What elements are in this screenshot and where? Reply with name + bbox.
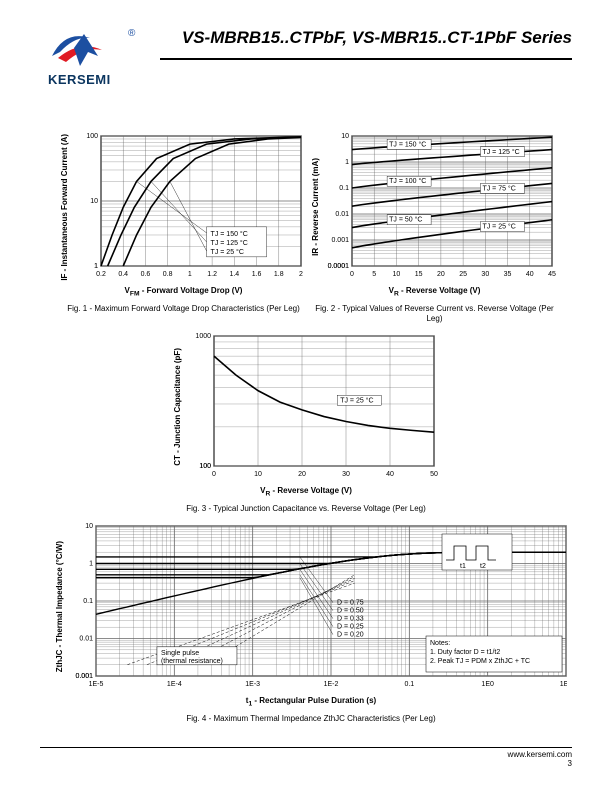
svg-text:20: 20 [437,271,445,278]
svg-text:10: 10 [85,523,93,530]
svg-text:0: 0 [350,271,354,278]
svg-text:1E-4: 1E-4 [167,681,182,688]
svg-text:1.4: 1.4 [229,271,239,278]
title-rule [160,58,572,60]
svg-text:1: 1 [345,159,349,166]
svg-text:45: 45 [548,271,556,278]
svg-text:35: 35 [504,271,512,278]
svg-text:TJ = 75 °C: TJ = 75 °C [482,184,515,192]
svg-text:1. Duty factor D = t1/t2: 1. Duty factor D = t1/t2 [430,649,500,656]
footer-page: 3 [568,759,572,768]
svg-text:TJ = 25 °C: TJ = 25 °C [211,248,244,256]
page-title: VS-MBRB15..CTPbF, VS-MBR15..CT-1PbF Seri… [150,28,572,48]
svg-text:D = 0.75: D = 0.75 [337,600,364,607]
svg-text:1E1: 1E1 [560,681,567,688]
svg-text:50: 50 [430,471,438,478]
svg-text:0.001: 0.001 [331,237,349,244]
svg-text:0: 0 [212,471,216,478]
svg-text:(thermal resistance): (thermal resistance) [161,658,223,665]
svg-text:1: 1 [188,271,192,278]
fig2-block: IR - Reverse Current (mA) 0 5 10 15 20 25 30 35… [307,130,562,324]
fig3-block: CT - Junction Capacitance (pF) 0 10 20 30 40… [173,330,440,514]
svg-text:1000: 1000 [195,333,211,340]
svg-text:40: 40 [386,471,394,478]
svg-text:1E-3: 1E-3 [245,681,260,688]
svg-text:100: 100 [199,463,211,470]
svg-text:40: 40 [526,271,534,278]
fig3-chart: 010203040501001000100TJ = 25 °C [186,330,440,484]
svg-text:TJ = 25 °C: TJ = 25 °C [482,223,515,231]
svg-text:0.1: 0.1 [404,681,414,688]
svg-text:0.8: 0.8 [163,271,173,278]
svg-text:0.1: 0.1 [339,185,349,192]
svg-text:TJ = 150 °C: TJ = 150 °C [389,140,426,148]
svg-text:1E-5: 1E-5 [89,681,104,688]
svg-text:0.01: 0.01 [79,636,93,643]
svg-text:5: 5 [372,271,376,278]
svg-text:1.2: 1.2 [207,271,217,278]
fig3-ylabel: CT - Junction Capacitance (pF) [173,348,182,466]
fig4-block: ZthJC - Thermal Impedance (°C/W) 1E-51E-… [55,520,567,724]
svg-text:25: 25 [459,271,467,278]
svg-text:2: 2 [299,271,303,278]
fig2-caption: Fig. 2 - Typical Values of Reverse Curre… [307,304,562,324]
svg-text:0.001: 0.001 [75,673,93,680]
brand-logo: ® KERSEMI [40,28,150,87]
svg-text:t1: t1 [460,563,466,570]
svg-text:0.4: 0.4 [118,271,128,278]
fig2-xlabel: VR - Reverse Voltage (V) [389,286,481,298]
svg-text:0.01: 0.01 [335,211,349,218]
svg-text:15: 15 [415,271,423,278]
fig1-chart: 0.20.40.60.811.21.41.61.821101001TJ = 15… [73,130,307,284]
fig4-ylabel: ZthJC - Thermal Impedance (°C/W) [55,541,64,672]
svg-text:1E-2: 1E-2 [324,681,339,688]
svg-text:TJ = 100 °C: TJ = 100 °C [389,177,426,185]
svg-text:TJ = 25 °C: TJ = 25 °C [340,396,373,404]
svg-text:D = 0.25: D = 0.25 [337,624,364,631]
svg-text:D = 0.20: D = 0.20 [337,632,364,639]
svg-text:®: ® [128,28,136,39]
svg-text:0.1: 0.1 [83,598,93,605]
svg-text:0.0001: 0.0001 [328,263,350,270]
fig3-caption: Fig. 3 - Typical Junction Capacitance vs… [186,504,426,514]
svg-text:1: 1 [94,263,98,270]
svg-text:TJ = 150 °C: TJ = 150 °C [211,230,248,238]
svg-text:0.2: 0.2 [96,271,106,278]
svg-text:TJ = 50 °C: TJ = 50 °C [389,216,422,224]
svg-text:30: 30 [342,471,350,478]
footer-url: www.kersemi.com [508,750,572,759]
svg-text:1E0: 1E0 [481,681,494,688]
fig4-chart: 1E-5 1E-4 1E-3 1E-2 0.1 1E0 1E1 0.001 0.01 0.1 1 10… [68,520,567,694]
fig1-xlabel: VFM - Forward Voltage Drop (V) [125,286,243,298]
svg-text:1.6: 1.6 [252,271,262,278]
brand-name: KERSEMI [48,72,150,87]
fig1-caption: Fig. 1 - Maximum Forward Voltage Drop Ch… [67,304,300,314]
svg-text:TJ = 125 °C: TJ = 125 °C [482,148,519,156]
svg-text:2. Peak TJ = PDM x ZthJC + TC: 2. Peak TJ = PDM x ZthJC + TC [430,658,530,665]
page-footer: www.kersemi.com 3 [40,747,572,768]
fig2-ylabel: IR - Reverse Current (mA) [311,158,320,256]
fig4-xlabel: t1 - Rectangular Pulse Duration (s) [246,696,376,708]
fig3-xlabel: VR - Reverse Voltage (V) [260,486,352,498]
svg-text:D = 0.33: D = 0.33 [337,616,364,623]
svg-text:TJ = 125 °C: TJ = 125 °C [211,239,248,247]
fig1-ylabel: IF - Instantaneous Forward Current (A) [60,134,69,281]
svg-text:Notes:: Notes: [430,640,450,647]
svg-text:10: 10 [90,198,98,205]
svg-text:1.8: 1.8 [274,271,284,278]
svg-text:10: 10 [393,271,401,278]
svg-text:1: 1 [89,561,93,568]
svg-text:Single pulse: Single pulse [161,650,199,657]
svg-text:D = 0.50: D = 0.50 [337,608,364,615]
svg-text:100: 100 [86,133,98,140]
svg-text:t2: t2 [480,563,486,570]
svg-text:10: 10 [341,133,349,140]
svg-text:30: 30 [481,271,489,278]
svg-text:10: 10 [254,471,262,478]
svg-text:20: 20 [298,471,306,478]
fig1-block: IF - Instantaneous Forward Current (A) 0… [60,130,307,324]
fig4-caption: Fig. 4 - Maximum Thermal Impedance ZthJC… [186,714,435,724]
svg-text:0.6: 0.6 [141,271,151,278]
fig2-chart: 0510152025303540450.00010.0010.010.11100… [324,130,558,284]
